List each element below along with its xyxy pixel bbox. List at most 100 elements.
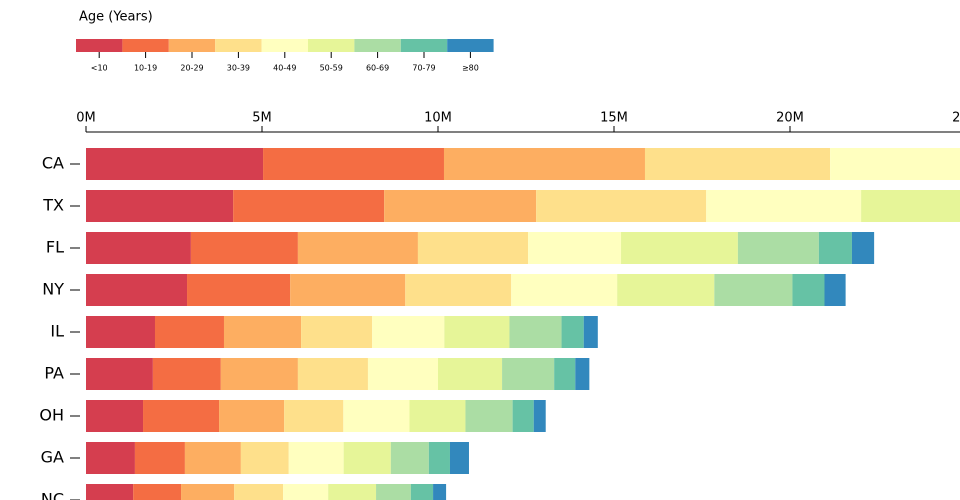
bar-segment	[737, 232, 819, 264]
y-tick-label: OH	[39, 406, 64, 425]
bar-segment	[290, 274, 406, 306]
y-tick-label: TX	[42, 196, 64, 215]
bar-segment	[86, 274, 188, 306]
y-tick-label: FL	[46, 238, 64, 257]
x-tick-label: 5M	[252, 111, 272, 126]
bar-segment	[301, 316, 373, 348]
bar-segment	[86, 358, 153, 390]
bar-segment	[190, 232, 298, 264]
bar-segment	[184, 442, 241, 474]
bar-segment	[512, 400, 534, 432]
bar-segment	[417, 232, 529, 264]
x-tick-label: 20M	[776, 111, 804, 126]
bar-segment	[824, 274, 846, 306]
bar-segment	[134, 442, 185, 474]
bar-segment	[376, 484, 411, 500]
bar-segment	[511, 274, 618, 306]
bar-segment	[706, 190, 862, 222]
bar-segment	[187, 274, 291, 306]
bar-segment	[575, 358, 590, 390]
bar-segment	[617, 274, 715, 306]
x-tick-label: 10M	[424, 111, 452, 126]
bar-segment	[367, 358, 438, 390]
y-tick-label: GA	[41, 448, 64, 467]
bar-segment	[561, 316, 584, 348]
bar-segment	[528, 232, 622, 264]
bar-segment	[644, 148, 831, 180]
legend-swatch	[354, 39, 401, 52]
legend-swatch	[400, 39, 448, 52]
bar-segment	[449, 442, 469, 474]
bar-segment	[86, 190, 234, 222]
legend-label: 60-69	[366, 64, 389, 73]
bar-segment	[152, 358, 221, 390]
legend-label: 40-49	[273, 64, 296, 73]
bar-segment	[714, 274, 793, 306]
bar-segment	[343, 442, 391, 474]
bar-segment	[390, 442, 429, 474]
legend-swatch	[122, 39, 169, 52]
bar-segment	[405, 274, 512, 306]
bar-segment	[86, 316, 155, 348]
bar-segment	[219, 400, 285, 432]
bar-segment	[220, 358, 298, 390]
legend-label: 70-79	[412, 64, 435, 73]
bar-segment	[133, 484, 182, 500]
legend-label: 30-39	[227, 64, 250, 73]
bar-segment	[86, 442, 135, 474]
bar-segment	[372, 316, 445, 348]
bar-segment	[328, 484, 377, 500]
legend-label: 50-59	[320, 64, 343, 73]
legend-label: ≥80	[462, 64, 479, 73]
bar-segment	[86, 400, 144, 432]
bar-segment	[86, 148, 264, 180]
bar-segment	[443, 148, 645, 180]
legend-label: <10	[91, 64, 108, 73]
x-tick-label: 25M	[952, 111, 960, 126]
bar-segment	[86, 232, 191, 264]
legend-swatch	[168, 39, 216, 52]
bar-segment	[284, 400, 344, 432]
bar-segment	[143, 400, 220, 432]
bar-segment	[409, 400, 466, 432]
bar-segment	[288, 442, 344, 474]
bar-segment	[583, 316, 598, 348]
bar-segment	[509, 316, 562, 348]
legend-label: 10-19	[134, 64, 157, 73]
bar-segment	[283, 484, 329, 500]
bar-segment	[830, 148, 960, 180]
bar-segment	[297, 358, 368, 390]
legend-label: 20-29	[180, 64, 203, 73]
bar-segment	[792, 274, 825, 306]
bar-segment	[433, 484, 447, 500]
bar-segment	[502, 358, 555, 390]
bar-segment	[818, 232, 852, 264]
legend-title: Age (Years)	[79, 10, 153, 25]
y-tick-label: NY	[42, 280, 64, 299]
legend-swatch	[308, 39, 355, 52]
x-tick-label: 0M	[76, 111, 96, 126]
bar-segment	[181, 484, 235, 500]
legend-swatch	[76, 39, 123, 52]
bar-segment	[297, 232, 418, 264]
bar-segment	[223, 316, 302, 348]
bar-segment	[438, 358, 503, 390]
y-tick-label: CA	[42, 154, 64, 173]
legend-swatch	[261, 39, 308, 52]
y-tick-label: PA	[44, 364, 64, 383]
bar-segment	[554, 358, 576, 390]
bar-segment	[343, 400, 410, 432]
bar-segment	[263, 148, 444, 180]
bar-segment	[384, 190, 537, 222]
legend-swatch	[215, 39, 262, 52]
bar-segment	[240, 442, 289, 474]
bar-segment	[861, 190, 960, 222]
bar-segment	[621, 232, 738, 264]
bar-segment	[851, 232, 875, 264]
bar-segment	[533, 400, 546, 432]
y-tick-label: IL	[50, 322, 64, 341]
bar-segment	[428, 442, 450, 474]
bar-segment	[233, 190, 385, 222]
